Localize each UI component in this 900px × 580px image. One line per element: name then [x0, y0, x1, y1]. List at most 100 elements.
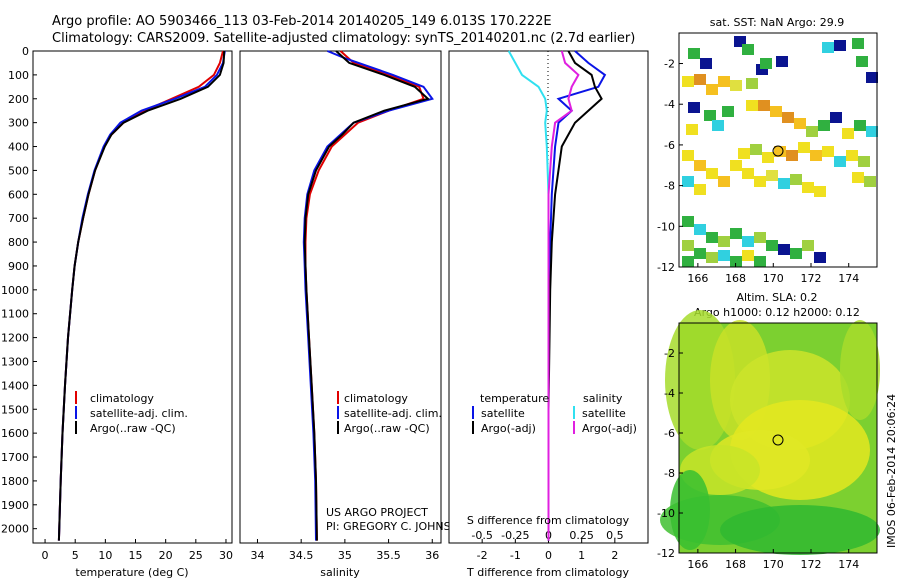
x-tick-label: 35 [338, 549, 352, 562]
sla-map-title-line1: Altim. SLA: 0.2 [736, 291, 817, 304]
sst-cell [802, 182, 814, 193]
salinity-xlabel: salinity [320, 566, 360, 579]
sst-cell [798, 142, 810, 153]
sst-cell [734, 36, 746, 47]
map-y-tick-label: -8 [664, 467, 675, 480]
sst-cell [802, 240, 814, 251]
legend-label-argo: Argo(..raw -QC) [90, 422, 176, 435]
x-tick-label: -2 [477, 549, 488, 562]
imos-timestamp: IMOS 06-Feb-2014 20:06:24 [885, 394, 898, 548]
x-tick-label: 36 [425, 549, 439, 562]
depth-tick-label: 400 [8, 141, 29, 154]
sst-cell [730, 160, 742, 171]
sst-cell [758, 100, 770, 111]
sst-cell [706, 252, 718, 263]
sst-cell [754, 232, 766, 243]
temperature-frame [32, 50, 233, 544]
x-tick-label: 20 [159, 549, 173, 562]
series-line-argo-raw-qc- [303, 50, 430, 541]
depth-tick-label: 900 [8, 260, 29, 273]
sst-cell [718, 236, 730, 247]
depth-tick-label: 1000 [1, 284, 29, 297]
sst-cell [694, 224, 706, 235]
sst-cell [770, 106, 782, 117]
difference-panel: -2 -1 0 1 2-0.5 -0.25 0 0.25 0.5 S difference fr… [448, 50, 649, 579]
legend-title-salinity: salinity [583, 392, 623, 405]
sst-cell [822, 42, 834, 53]
sst-cell [776, 56, 788, 67]
series-line-s-argo-adj- [547, 50, 580, 541]
depth-tick-label: 1700 [1, 451, 29, 464]
difference-lines [507, 50, 607, 541]
sst-cell [686, 124, 698, 135]
sst-cell [706, 84, 718, 95]
sst-cell [682, 240, 694, 251]
map-x-tick-label: 172 [801, 558, 822, 571]
salinity-frame [239, 50, 442, 544]
t-difference-label: T difference from climatology [466, 566, 629, 579]
sla-map-axes: 166 168 170 172 174 -2 -4 -6 -8 -10 -12 [657, 347, 859, 571]
sst-cell [822, 146, 834, 157]
salinity-panel: 34 34.5 35 35.5 36 salinity climatology sate… [239, 50, 467, 579]
difference-legend: temperature satellite Argo(-adj) salinit… [472, 392, 637, 435]
depth-tick-label: 1400 [1, 379, 29, 392]
s-tick-label: 0.5 [606, 529, 624, 542]
x-tick-label: 25 [189, 549, 203, 562]
temperature-x-axis: 0 5 10 15 20 25 30 [42, 539, 233, 562]
x-tick-label: 15 [129, 549, 143, 562]
sst-cell [718, 250, 730, 261]
depth-tick-label: 500 [8, 164, 29, 177]
sst-map-image [682, 36, 878, 267]
sst-cell [760, 58, 772, 69]
sst-cell [722, 106, 734, 117]
depth-tick-label: 300 [8, 117, 29, 130]
x-tick-label: 34.5 [289, 549, 314, 562]
sst-map-axes: 166 168 170 172 174 -2 -4 -6 -8 -10 -12 [657, 58, 859, 285]
sst-map-title: sat. SST: NaN Argo: 29.9 [710, 16, 844, 29]
sst-cell [738, 148, 750, 159]
legend-label-climatology: climatology [90, 392, 154, 405]
legend-label-t-satellite: satellite [481, 407, 525, 420]
temperature-legend: climatology satellite-adj. clim. Argo(..… [75, 391, 188, 435]
difference-x-axis: -2 -1 0 1 2-0.5 -0.25 0 0.25 0.5 [471, 529, 623, 562]
depth-tick-label: 1500 [1, 403, 29, 416]
sst-cell [842, 128, 854, 139]
map-x-tick-label: 172 [801, 272, 822, 285]
x-tick-label: 34 [250, 549, 264, 562]
legend-label-argo: Argo(..raw -QC) [344, 422, 430, 435]
map-y-tick-label: -6 [664, 427, 675, 440]
sst-cell [866, 72, 878, 83]
figure-title-line1: Argo profile: AO 5903466_113 03-Feb-2014… [52, 14, 552, 29]
sst-cell [774, 146, 786, 157]
sst-cell [854, 120, 866, 131]
sst-argo-marker [772, 145, 784, 157]
map-x-tick-label: 174 [838, 558, 859, 571]
x-tick-label: 35.5 [376, 549, 401, 562]
sst-cell [830, 112, 842, 123]
x-tick-label: 10 [98, 549, 112, 562]
sst-cell [742, 250, 754, 261]
series-line-t-argo-adj- [547, 50, 603, 541]
sst-map-frame [678, 32, 878, 268]
sst-cell [754, 176, 766, 187]
legend-label-s-argo: Argo(-adj) [582, 422, 637, 435]
map-y-tick-label: -4 [664, 387, 675, 400]
sst-cell [742, 168, 754, 179]
map-x-tick-label: 168 [725, 558, 746, 571]
map-x-tick-label: 170 [763, 272, 784, 285]
sst-cell [688, 48, 700, 59]
sst-cell [694, 74, 706, 85]
sst-cell [718, 176, 730, 187]
depth-tick-label: 800 [8, 236, 29, 249]
s-tick-label: -0.25 [501, 529, 529, 542]
legend-label-climatology: climatology [344, 392, 408, 405]
sst-cell [852, 172, 864, 183]
salinity-x-axis: 34 34.5 35 35.5 36 [250, 539, 439, 562]
sst-map-panel: sat. SST: NaN Argo: 29.9 166 168 170 172 174… [657, 16, 878, 285]
sst-cell [682, 150, 694, 161]
sst-cell [730, 228, 742, 239]
sst-cell [756, 64, 768, 75]
sst-cell [790, 248, 802, 259]
sst-cell [778, 178, 790, 189]
